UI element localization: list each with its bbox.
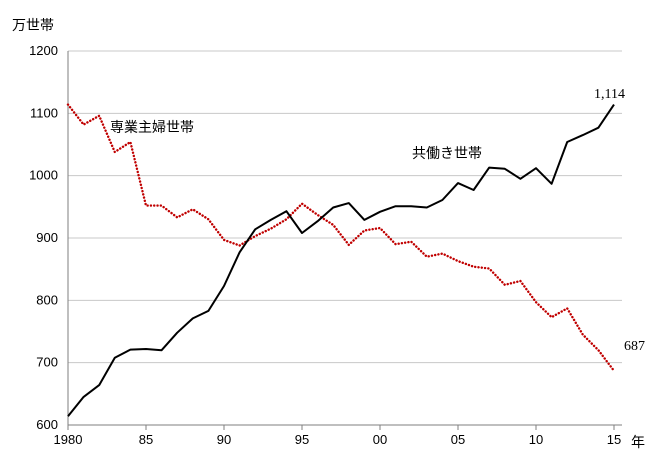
y-tick-labels: 600 700 800 900 1000 1100 1200 bbox=[29, 43, 58, 432]
end-label-housewife: 687 bbox=[624, 339, 645, 354]
x-tick-label: 10 bbox=[529, 432, 543, 447]
x-tick-label: 1980 bbox=[54, 432, 83, 447]
y-tick-label: 600 bbox=[36, 417, 58, 432]
axes bbox=[67, 51, 622, 430]
y-tick-label: 700 bbox=[36, 355, 58, 370]
series-label-dual-income: 共働き世帯 bbox=[412, 146, 482, 162]
y-tick-label: 1200 bbox=[29, 43, 58, 58]
y-axis-unit: 万世帯 bbox=[12, 18, 54, 34]
x-axis-unit: 年 bbox=[631, 435, 645, 451]
y-tick-label: 800 bbox=[36, 292, 58, 307]
x-tick-label: 85 bbox=[139, 432, 153, 447]
series-label-housewife: 専業主婦世帯 bbox=[110, 119, 194, 136]
x-tick-label: 05 bbox=[451, 432, 465, 447]
x-tick-label: 95 bbox=[295, 432, 309, 447]
y-tick-label: 1000 bbox=[29, 168, 58, 183]
gridlines bbox=[68, 50, 622, 364]
y-tick-label: 900 bbox=[36, 230, 58, 245]
series-lines bbox=[66, 103, 616, 417]
end-label-dual-income: 1,114 bbox=[594, 87, 625, 102]
x-tick-label: 00 bbox=[373, 432, 387, 447]
series-line-housewife bbox=[66, 103, 616, 372]
x-tick-label: 90 bbox=[217, 432, 231, 447]
series-line-dual-income bbox=[67, 104, 615, 417]
y-tick-label: 1100 bbox=[30, 105, 58, 120]
x-tick-labels: 1980 85 90 95 00 05 10 15 bbox=[54, 432, 622, 447]
x-tick-label: 15 bbox=[607, 432, 621, 447]
